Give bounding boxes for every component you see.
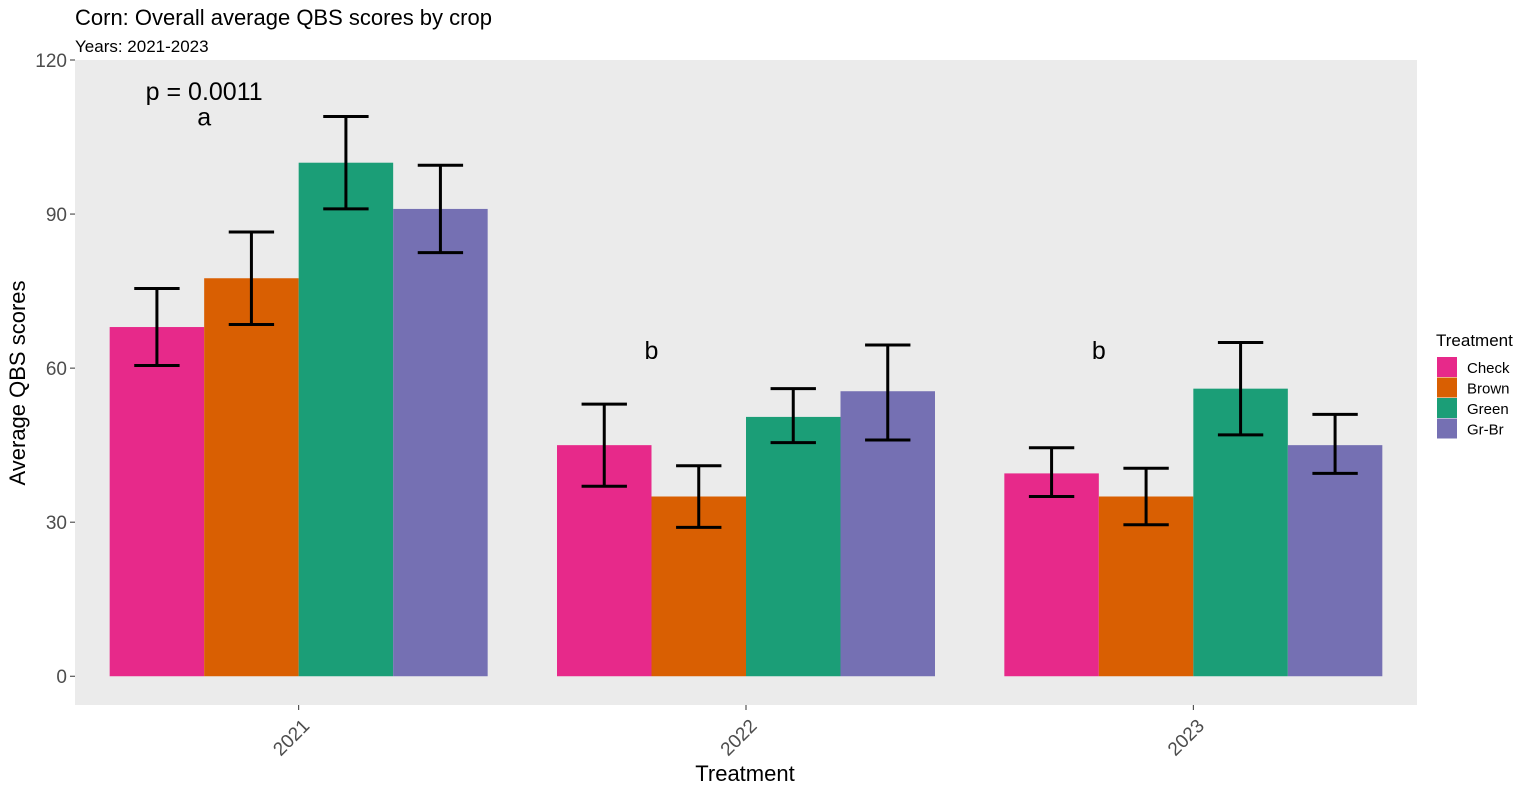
error-bar [134, 287, 180, 368]
legend-label: Gr-Br [1467, 422, 1504, 439]
legend-label: Green [1467, 401, 1509, 418]
legend-swatch [1437, 398, 1457, 418]
legend-swatch [1437, 357, 1457, 377]
chart-title: Corn: Overall average QBS scores by crop [75, 5, 492, 30]
legend-swatch [1437, 377, 1457, 398]
y-tick-label: 0 [56, 667, 67, 688]
error-bar [1217, 340, 1264, 437]
bar-brown-2023 [1098, 496, 1194, 677]
bar-green-2023 [1193, 388, 1288, 677]
error-bar [770, 387, 816, 445]
legend-label: Check [1467, 360, 1510, 377]
bars [109, 162, 1383, 677]
error-bar [1312, 412, 1358, 475]
bar-green-2021 [298, 162, 394, 677]
y-tick-label: 90 [46, 205, 67, 226]
error-bar [1028, 446, 1075, 499]
bar-check-2023 [1004, 473, 1099, 677]
legend-label: Brown [1467, 381, 1510, 398]
bar-gr-br-2021 [393, 208, 488, 677]
y-tick-label: 60 [46, 359, 67, 380]
error-bar [865, 343, 911, 442]
legend-swatch [1437, 418, 1457, 439]
y-axis-label: Average QBS scores [5, 280, 30, 485]
x-axis: 2021 2022 2023 [269, 705, 1209, 761]
x-tick-label: 2022 [717, 716, 762, 761]
annotation-label: b [645, 337, 659, 365]
error-bar [417, 163, 464, 255]
error-bar [323, 114, 369, 211]
legend: Check Brown Green Gr-Br [1437, 357, 1510, 439]
annotation-label: p = 0.0011 [146, 78, 263, 106]
error-bar [228, 230, 275, 326]
error-bars [134, 114, 1358, 529]
x-axis-label: Treatment [695, 761, 794, 786]
chart-subtitle: Years: 2021-2023 [75, 37, 209, 56]
bar-check-2021 [109, 327, 205, 677]
y-tick-label: 120 [35, 51, 67, 72]
y-tick-label: 30 [46, 513, 67, 534]
annotation-label: b [1092, 337, 1106, 365]
bar-gr-br-2023 [1287, 445, 1383, 677]
y-axis: 0 30 60 90 120 [35, 51, 75, 688]
legend-title: Treatment [1436, 331, 1513, 350]
annotation-label: a [197, 103, 211, 131]
x-tick-label: 2023 [1164, 716, 1209, 761]
x-tick-label: 2021 [269, 716, 314, 761]
error-bar [1123, 466, 1169, 527]
error-bar [581, 402, 627, 488]
error-bar [676, 464, 722, 529]
bar-green-2022 [746, 416, 841, 677]
bar-brown-2021 [204, 278, 299, 677]
